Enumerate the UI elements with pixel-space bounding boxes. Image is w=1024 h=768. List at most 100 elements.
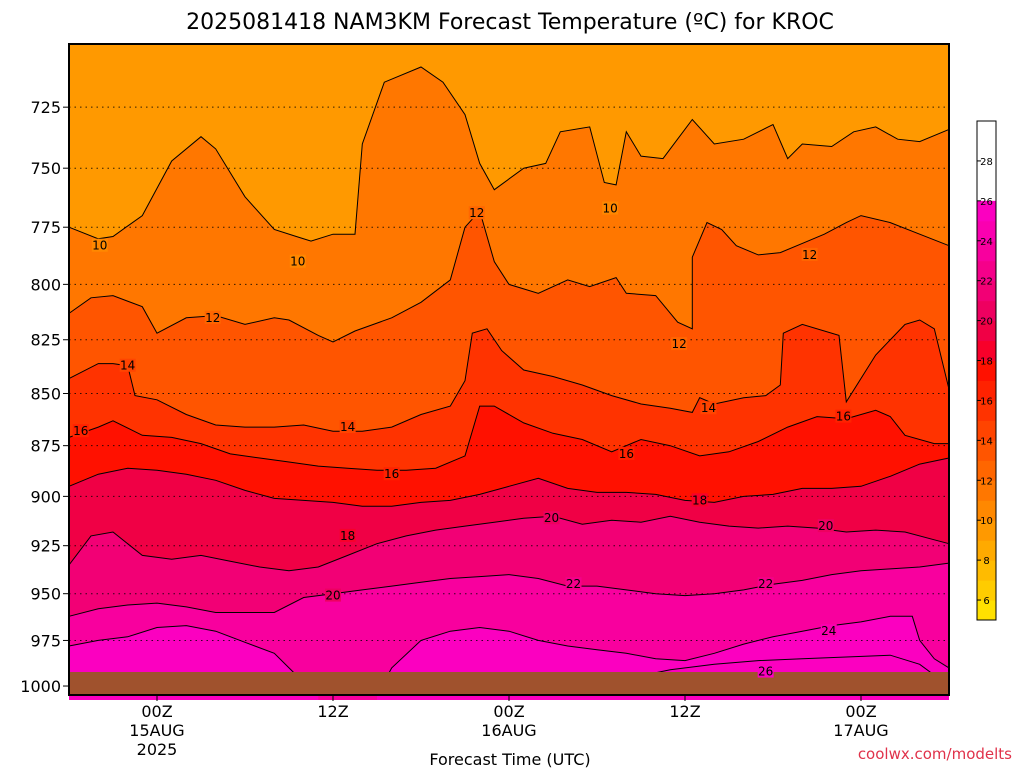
contour-label-18: 18 xyxy=(340,529,355,543)
x-tick-label: 00Z xyxy=(141,702,172,721)
contour-label-bg xyxy=(204,310,221,324)
contour-label-bg xyxy=(700,401,717,415)
contour-label-16: 16 xyxy=(836,410,851,424)
colorbar-swatch xyxy=(977,480,996,501)
contour-label-bg xyxy=(835,409,852,423)
colorbar-tick-label-20: 20 xyxy=(980,317,993,328)
ground-strip xyxy=(69,672,949,695)
colorbar-swatch xyxy=(977,540,996,561)
isotherm-10 xyxy=(68,66,950,242)
contour-label-bg xyxy=(820,624,837,638)
y-tick-label-1000: 1000 xyxy=(20,677,61,696)
contour-label-bg xyxy=(618,446,635,460)
colorbar-swatch xyxy=(977,240,996,262)
y-tick-label-900: 900 xyxy=(30,487,61,506)
contour-label-18: 18 xyxy=(692,493,707,507)
colorbar-swatch xyxy=(977,280,996,302)
contour-label-bg xyxy=(339,528,356,542)
colorbar-tick-label-12: 12 xyxy=(980,476,993,487)
y-tick-label-975: 975 xyxy=(30,631,61,650)
contour-label-bg xyxy=(339,420,356,434)
y-tick-label-750: 750 xyxy=(30,159,61,178)
colorbar: 6 8 10 12 14 16 18 20 22 24 26 28 xyxy=(976,120,997,621)
contour-label-bg xyxy=(325,588,341,602)
y-tick-label-800: 800 xyxy=(30,275,61,294)
contour-label-bg xyxy=(602,201,619,215)
contour-label-20: 20 xyxy=(325,589,340,603)
contour-label-bg xyxy=(383,467,400,481)
contour-label-bg xyxy=(817,519,834,533)
contour-label-bg xyxy=(72,424,89,438)
colorbar-swatch xyxy=(977,400,996,421)
x-axis-label: Forecast Time (UTC) xyxy=(429,750,590,768)
isotherm-22 xyxy=(68,562,950,617)
colorbar-tick-label-18: 18 xyxy=(980,357,993,368)
contour-label-bg xyxy=(671,337,688,351)
isotherm-12 xyxy=(68,209,950,343)
colorbar-swatch xyxy=(977,340,996,362)
colorbar-frame xyxy=(976,120,997,621)
colorbar-swatch xyxy=(977,300,996,322)
contour-label-10: 10 xyxy=(603,202,618,216)
contour-label-16: 16 xyxy=(73,424,88,438)
y-tick-label-850: 850 xyxy=(30,384,61,403)
colorbar-tick-label-14: 14 xyxy=(980,436,993,447)
contour-label-24: 24 xyxy=(821,624,836,638)
x-tick-label: 00Z xyxy=(493,702,524,721)
colorbar-tick-label-16: 16 xyxy=(980,396,993,407)
colorbar-swatch xyxy=(977,360,996,381)
x-tick-label: 12Z xyxy=(317,702,348,721)
contour-label-bg xyxy=(565,577,582,591)
x-tick-label: 00Z xyxy=(845,702,876,721)
contour-label-14: 14 xyxy=(120,359,135,373)
watermark: coolwx.com/modelts xyxy=(858,745,1012,763)
isotherm-16 xyxy=(68,405,949,471)
colorbar-tick-label-26: 26 xyxy=(980,197,993,208)
colorbar-tick-label-8: 8 xyxy=(983,556,989,567)
contour-label-bg xyxy=(289,254,306,268)
isotherm-20 xyxy=(68,515,950,572)
contour-label-12: 12 xyxy=(671,337,686,351)
contour-label-bg xyxy=(468,206,485,220)
isotherm-24 xyxy=(376,615,950,696)
contour-label-14: 14 xyxy=(701,401,716,415)
contour-label-12: 12 xyxy=(802,248,817,262)
contour-label-20: 20 xyxy=(544,511,559,525)
contour-label-10: 10 xyxy=(290,255,305,269)
colorbar-tick-label-22: 22 xyxy=(980,277,993,288)
contour-label-bg xyxy=(119,358,136,372)
axes: 725 750 775 800 825 850 875 900 925 950 975 1000 00Z… xyxy=(20,43,950,759)
contour-label-10: 10 xyxy=(92,239,107,253)
colorbar-tick-label-6: 6 xyxy=(983,596,989,607)
contour-label-22: 22 xyxy=(758,577,773,591)
contour-label-16: 16 xyxy=(384,467,399,481)
contour-label-bg xyxy=(757,577,774,591)
x-tick-label: 2025 xyxy=(137,740,178,759)
colorbar-swatch xyxy=(977,600,996,621)
colorbar-swatch xyxy=(977,440,996,461)
contour-label-bg xyxy=(543,511,560,525)
contour-label-20: 20 xyxy=(818,519,833,533)
contour-label-12: 12 xyxy=(205,311,220,325)
contour-label-22: 22 xyxy=(566,577,581,591)
y-tick-label-775: 775 xyxy=(30,218,61,237)
x-tick-label: 16AUG xyxy=(481,721,536,740)
y-tick-label-925: 925 xyxy=(30,537,61,556)
contour-label-bg xyxy=(757,664,774,678)
isotherm-18 xyxy=(68,457,950,507)
plot-area: 10 10 10 12 12 12 12 14 14 14 16 16 16 16 18 18 20 20 20 22… xyxy=(68,44,950,700)
colorbar-swatch xyxy=(977,220,996,242)
chart-title: 2025081418 NAM3KM Forecast Temperature (… xyxy=(186,10,834,35)
x-tick-label: 15AUG xyxy=(129,721,184,740)
colorbar-swatch xyxy=(977,560,996,581)
colorbar-swatch xyxy=(977,420,996,441)
contour-label-bg xyxy=(691,493,708,507)
colorbar-swatch xyxy=(977,380,996,401)
colorbar-swatch xyxy=(977,500,996,521)
y-tick-label-875: 875 xyxy=(30,437,61,456)
colorbar-swatch xyxy=(977,460,996,481)
contour-label-14: 14 xyxy=(340,420,355,434)
colorbar-swatch xyxy=(977,320,996,342)
colorbar-swatch xyxy=(977,200,996,222)
